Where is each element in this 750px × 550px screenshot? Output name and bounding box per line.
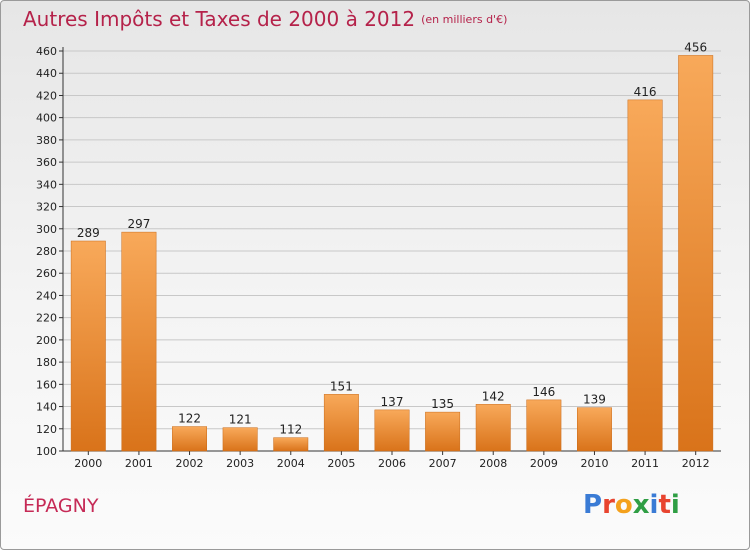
y-tick-label: 180 bbox=[36, 356, 57, 369]
x-tick-label-2010: 2010 bbox=[580, 457, 608, 470]
data-label-2004: 112 bbox=[279, 423, 302, 437]
data-label-2009: 146 bbox=[532, 385, 555, 399]
x-tick-label-2012: 2012 bbox=[682, 457, 710, 470]
x-tick-label-2006: 2006 bbox=[378, 457, 406, 470]
bar-2007 bbox=[425, 411, 461, 452]
bar-2011 bbox=[627, 99, 663, 452]
logo-letter: o bbox=[614, 490, 633, 520]
y-tick-label: 400 bbox=[36, 112, 57, 125]
bar-2002 bbox=[172, 426, 207, 452]
data-label-2002: 122 bbox=[178, 412, 201, 426]
x-tick-label-2001: 2001 bbox=[125, 457, 153, 470]
x-tick-label-2005: 2005 bbox=[327, 457, 355, 470]
commune-name: ÉPAGNY bbox=[23, 495, 99, 517]
x-tick-label-2011: 2011 bbox=[631, 457, 659, 470]
y-tick-label: 200 bbox=[36, 334, 57, 347]
y-tick-label: 360 bbox=[36, 156, 57, 169]
data-label-2006: 137 bbox=[381, 395, 404, 409]
logo-letter: x bbox=[632, 490, 650, 520]
y-tick-label: 300 bbox=[36, 223, 57, 236]
y-tick-label: 420 bbox=[36, 89, 57, 102]
bar-2012 bbox=[678, 55, 714, 452]
x-tick-label-2002: 2002 bbox=[176, 457, 204, 470]
x-tick-label-2000: 2000 bbox=[74, 457, 102, 470]
data-label-2011: 416 bbox=[634, 85, 657, 99]
data-label-2005: 151 bbox=[330, 379, 353, 393]
y-tick-label: 320 bbox=[36, 201, 57, 214]
data-label-2003: 121 bbox=[229, 413, 252, 427]
logo-letter: r bbox=[602, 490, 615, 520]
chart-title-text: Autres Impôts et Taxes de 2000 à 2012 bbox=[23, 7, 416, 31]
bar-2005 bbox=[323, 394, 359, 452]
x-tick-label-2003: 2003 bbox=[226, 457, 254, 470]
y-tick-label: 340 bbox=[36, 178, 57, 191]
x-tick-label-2004: 2004 bbox=[277, 457, 305, 470]
bar-2006 bbox=[374, 409, 410, 452]
y-tick-label: 260 bbox=[36, 267, 57, 280]
axes: 100 120 140 160 180 200 220 240 260 280 300 320 340 3… bbox=[36, 45, 721, 470]
data-labels: 289 297 122 121 112 151 137 135 142 146 139 416 456 bbox=[77, 40, 707, 436]
y-tick-label: 460 bbox=[36, 45, 57, 58]
data-label-2001: 297 bbox=[127, 217, 150, 231]
proxiti-logo: Proxiti bbox=[583, 490, 680, 520]
y-tick-label: 140 bbox=[36, 401, 57, 414]
bars bbox=[70, 55, 714, 452]
y-tick-label: 120 bbox=[36, 423, 57, 436]
logo-letter: P bbox=[583, 490, 603, 520]
data-label-2010: 139 bbox=[583, 393, 606, 407]
chart-title: Autres Impôts et Taxes de 2000 à 2012 (en… bbox=[23, 7, 507, 31]
bar-2008 bbox=[475, 404, 511, 452]
y-tick-label: 440 bbox=[36, 67, 57, 80]
bar-2003 bbox=[222, 427, 258, 452]
x-tick-label-2009: 2009 bbox=[530, 457, 558, 470]
bar-2009 bbox=[526, 399, 562, 452]
y-tick-label: 240 bbox=[36, 289, 57, 302]
bar-2000 bbox=[70, 240, 106, 452]
y-tick-label: 160 bbox=[36, 378, 57, 391]
bar-2004 bbox=[273, 437, 309, 452]
chart-subtitle: (en milliers d'€) bbox=[421, 13, 508, 26]
bar-2001 bbox=[121, 231, 157, 452]
bar-2010 bbox=[577, 407, 612, 452]
x-tick-label-2007: 2007 bbox=[429, 457, 457, 470]
grid-lines bbox=[63, 50, 721, 452]
data-label-2012: 456 bbox=[684, 40, 707, 54]
x-tick-label-2008: 2008 bbox=[479, 457, 507, 470]
y-tick-label: 380 bbox=[36, 134, 57, 147]
logo-letter: t bbox=[658, 490, 671, 520]
y-tick-label: 280 bbox=[36, 245, 57, 258]
data-label-2000: 289 bbox=[77, 226, 100, 240]
logo-letter: i bbox=[670, 490, 680, 520]
y-tick-label: 100 bbox=[36, 445, 57, 458]
data-label-2008: 142 bbox=[482, 389, 505, 403]
logo-letter: i bbox=[649, 490, 659, 520]
data-label-2007: 135 bbox=[431, 397, 454, 411]
y-tick-label: 220 bbox=[36, 312, 57, 325]
